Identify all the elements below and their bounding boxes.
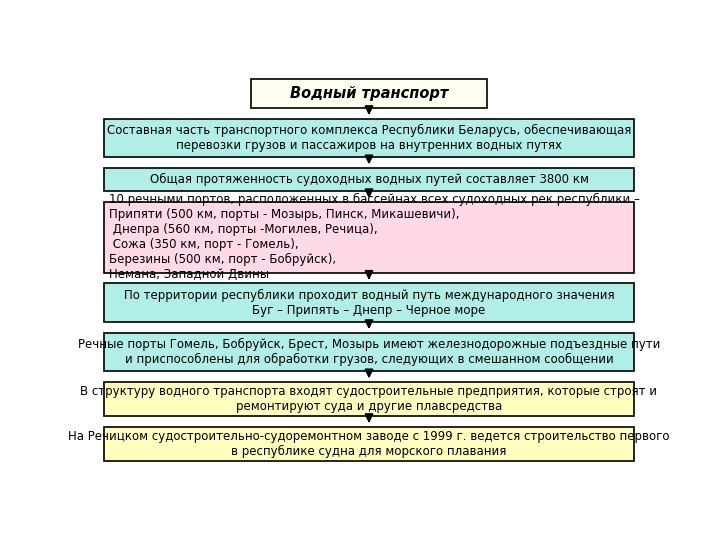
Text: 10 речными портов, расположенных в бассейнах всех судоходных рек республики –
Пр: 10 речными портов, расположенных в бассе… [109, 193, 639, 281]
Text: Общая протяженность судоходных водных путей составляет 3800 км: Общая протяженность судоходных водных пу… [150, 173, 588, 186]
FancyBboxPatch shape [104, 119, 634, 157]
Text: Водный транспорт: Водный транспорт [290, 86, 448, 101]
Text: В структуру водного транспорта входят судостроительные предприятия, которые стро: В структуру водного транспорта входят су… [81, 385, 657, 413]
Text: На Речицком судостроительно-судоремонтном заводе с 1999 г. ведется строительство: На Речицком судостроительно-судоремонтно… [68, 430, 670, 458]
Text: Речные порты Гомель, Бобруйск, Брест, Мозырь имеют железнодорожные подъездные пу: Речные порты Гомель, Бобруйск, Брест, Мо… [78, 338, 660, 366]
FancyBboxPatch shape [104, 168, 634, 191]
Text: По территории республики проходит водный путь международного значения
Буг – Прип: По территории республики проходит водный… [124, 289, 614, 317]
FancyBboxPatch shape [251, 79, 487, 108]
FancyBboxPatch shape [104, 333, 634, 372]
FancyBboxPatch shape [104, 284, 634, 322]
FancyBboxPatch shape [104, 427, 634, 461]
Text: Составная часть транспортного комплекса Республики Беларусь, обеспечивающая
пере: Составная часть транспортного комплекса … [107, 124, 631, 152]
FancyBboxPatch shape [104, 382, 634, 416]
FancyBboxPatch shape [104, 202, 634, 273]
